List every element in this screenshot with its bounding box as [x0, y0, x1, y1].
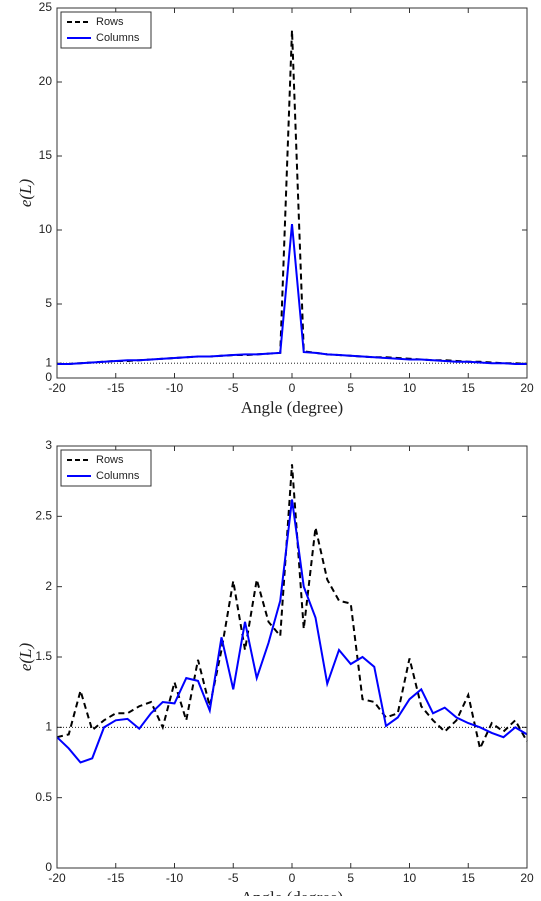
x-tick-label: -20 [48, 381, 66, 395]
y-tick-label: 1 [45, 720, 52, 734]
x-tick-label: 15 [462, 871, 476, 885]
legend-label: Columns [96, 32, 140, 44]
x-tick-label: 15 [462, 381, 476, 395]
axes-box [56, 7, 528, 379]
x-tick-label: 10 [403, 381, 417, 395]
x-tick-label: 0 [289, 381, 296, 395]
y-tick-label: 0 [45, 370, 52, 384]
x-tick-label: -15 [107, 871, 125, 885]
y-tick-label: 20 [39, 74, 53, 88]
x-tick-label: -5 [228, 381, 239, 395]
x-tick-label: 20 [520, 871, 534, 885]
x-tick-label: -5 [228, 871, 239, 885]
legend-label: Columns [96, 470, 140, 482]
x-tick-label: 5 [347, 381, 354, 395]
y-tick-label: 10 [39, 222, 53, 236]
legend-box [60, 11, 152, 49]
y-tick-label: 1 [45, 355, 52, 369]
x-tick-label: -20 [48, 871, 66, 885]
x-axis-label: Angle (degree) [241, 398, 343, 417]
y-tick-label: 2 [45, 579, 52, 593]
axes-box [56, 445, 528, 869]
y-tick-label: 0 [45, 860, 52, 874]
x-tick-label: -10 [166, 381, 184, 395]
y-tick-label: 3 [45, 438, 52, 452]
legend-box [60, 449, 152, 487]
y-tick-label: 5 [45, 296, 52, 310]
series-line [56, 464, 528, 752]
y-tick-label: 0.5 [35, 790, 52, 804]
x-tick-label: 10 [403, 871, 417, 885]
y-axis-label: e(L) [16, 643, 35, 672]
plot-area [57, 446, 527, 868]
legend-label: Rows [96, 454, 124, 466]
y-tick-label: 1.5 [35, 649, 52, 663]
x-axis-label: Angle (degree) [241, 888, 343, 896]
x-tick-label: 5 [347, 871, 354, 885]
plot-area [57, 8, 527, 378]
y-axis-label: e(L) [16, 179, 35, 208]
y-tick-label: 2.5 [35, 509, 52, 523]
legend-label: Rows [96, 16, 124, 28]
series-line [56, 499, 528, 764]
x-tick-label: 20 [520, 381, 534, 395]
y-tick-label: 25 [39, 0, 53, 14]
x-tick-label: 0 [289, 871, 296, 885]
series-line [57, 223, 527, 365]
x-tick-label: -15 [107, 381, 125, 395]
y-tick-label: 15 [39, 148, 53, 162]
x-tick-label: -10 [166, 871, 184, 885]
